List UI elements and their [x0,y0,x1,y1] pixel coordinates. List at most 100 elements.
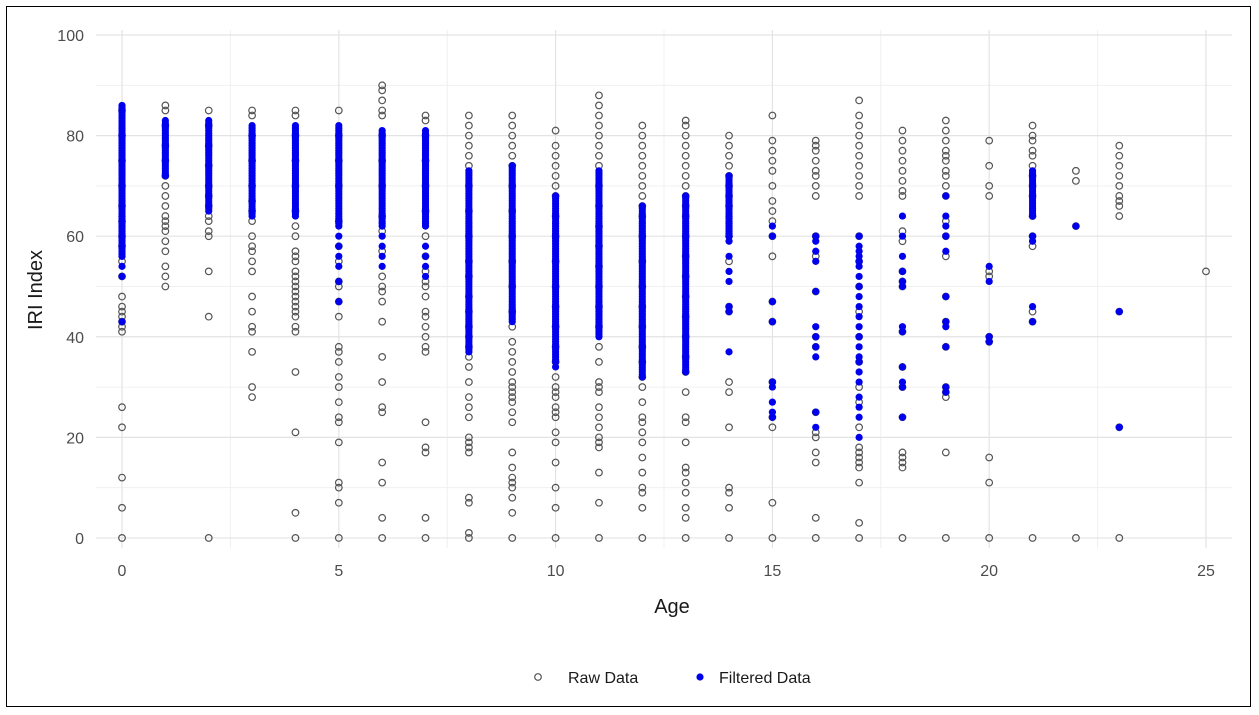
filtered-data-point [898,252,907,260]
filtered-data-point [118,222,126,230]
raw-data-point [595,378,603,386]
raw-data-point [1028,151,1037,160]
raw-data-point [464,438,473,447]
filtered-data-point [855,282,863,291]
raw-data-point [1115,161,1124,170]
raw-data-point [204,217,213,226]
raw-data-point [855,121,864,130]
raw-data-point [161,182,170,190]
filtered-data-point [1028,303,1037,311]
filtered-data-point [118,212,126,220]
raw-data-point [551,182,560,190]
raw-data-point [551,458,560,467]
raw-data-point [768,146,777,155]
raw-data-point [681,141,690,150]
raw-data-point [551,141,560,150]
raw-data-point [768,182,777,190]
filtered-data-point [855,247,863,255]
filtered-data-point [378,252,386,260]
raw-data-point [551,151,560,160]
x-tick-label: 0 [118,563,127,580]
raw-data-point [508,483,517,492]
raw-data-point [334,438,343,447]
raw-data-point [768,156,777,165]
raw-data-point [1115,197,1124,205]
raw-data-point [421,513,430,522]
raw-data-point [941,182,950,190]
filtered-data-point [898,277,907,286]
raw-data-point [508,151,517,160]
x-tick-label: 10 [547,563,565,580]
raw-data-point [508,463,517,472]
raw-data-point [595,388,603,396]
raw-data-point [291,508,300,517]
filtered-data-point [118,232,126,240]
raw-data-point [595,433,603,442]
raw-data-point [161,106,170,115]
raw-data-point [378,111,387,120]
filtered-data-point [855,257,863,265]
raw-data-point [334,383,343,391]
raw-data-point [464,363,473,371]
filtered-data-point [378,242,386,250]
filtered-data-point [118,197,126,205]
filtered-data-point [335,242,343,250]
filtered-data-point [768,232,776,240]
y-tick-label: 60 [66,229,84,246]
filtered-data-point [118,272,126,281]
raw-data-point [378,352,387,361]
raw-data-point [595,468,603,477]
raw-data-point [508,408,517,417]
raw-data-point [898,156,907,165]
raw-data-point [421,347,430,356]
raw-data-point [811,141,820,150]
filtered-data-point [768,408,776,416]
raw-data-point [161,202,170,210]
raw-data-point [291,297,300,306]
raw-data-point [595,111,603,120]
filtered-data-point [768,297,776,306]
raw-data-point [855,448,864,457]
filtered-data-point [898,383,907,391]
filtered-data-point [768,222,776,230]
raw-data-point [291,277,300,286]
filtered-data-point [812,323,820,331]
filtered-data-point [812,237,820,245]
raw-data-point [464,131,473,140]
raw-data-point [551,393,560,402]
filtered-data-point [898,413,907,421]
raw-data-point [248,257,256,266]
raw-data-point [638,182,647,190]
filtered-data-point [812,423,820,431]
filtered-data-point [812,232,820,240]
raw-data-point [508,368,517,376]
raw-data-point [638,131,647,140]
raw-data-point [464,141,473,150]
filtered-data-point [205,116,213,125]
raw-data-point [898,176,907,185]
filtered-data-point [898,328,907,336]
filtered-data-point [595,167,603,175]
filtered-data-point [942,247,950,255]
filtered-data-point [855,232,863,240]
filtered-data-point [725,348,733,356]
raw-data-point [1202,267,1210,276]
raw-data-point [898,136,907,145]
raw-data-point [681,413,690,422]
raw-data-point [378,282,387,291]
filtered-data-point [508,162,516,170]
filtered-data-point [421,242,430,250]
raw-data-point [855,453,864,462]
filtered-data-point [1028,237,1037,245]
filtered-data-point [942,292,950,301]
raw-data-point [291,272,300,281]
raw-data-point [161,227,170,236]
raw-data-point [508,347,517,356]
filtered-data-point [942,323,950,331]
filtered-data-point [855,433,863,441]
filtered-data-point [855,393,863,401]
x-tick-label: 5 [334,563,343,580]
raw-data-point [204,106,213,115]
raw-data-point [1072,166,1080,175]
raw-data-point [248,292,256,301]
